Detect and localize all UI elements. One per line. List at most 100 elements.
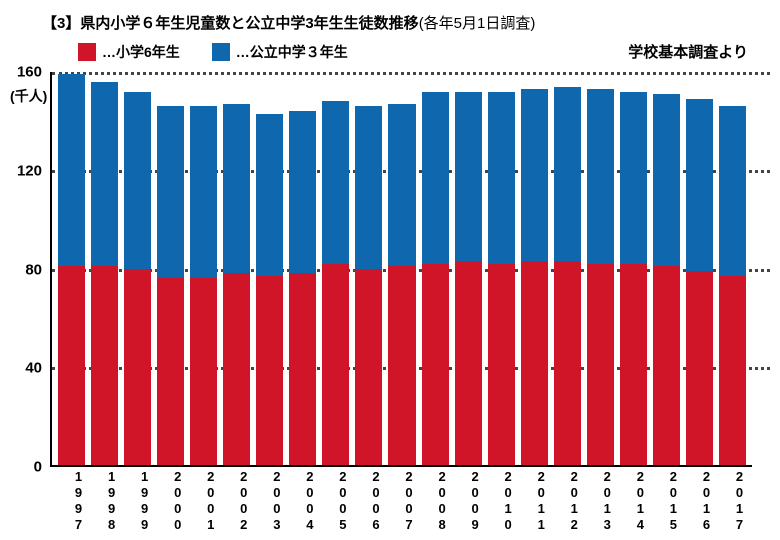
bar-segment-series2 (620, 92, 647, 264)
bar-segment-series2 (289, 111, 316, 273)
bar-segment-series2 (521, 89, 548, 261)
legend-label-1: …小学6年生 (102, 42, 180, 62)
bar-segment-series2 (422, 92, 449, 264)
y-tick-label: 160 (8, 64, 42, 81)
x-tick-label: 2001 (190, 469, 217, 533)
bar-col (289, 72, 316, 465)
bar-col (91, 72, 118, 465)
bar-col (157, 72, 184, 465)
bar-segment-series2 (587, 89, 614, 263)
x-tick-label: 2014 (620, 469, 647, 533)
x-tick-label: 2002 (223, 469, 250, 533)
x-tick-label: 2004 (289, 469, 316, 533)
chart-container: 【3】県内小学６年生児童数と公立中学3年生生徒数推移(各年5月1日調査) …小学… (0, 0, 780, 540)
x-tick-label: 2006 (355, 469, 382, 533)
bar-segment-series1 (620, 264, 647, 465)
x-tick-label: 1998 (91, 469, 118, 533)
bar-col (355, 72, 382, 465)
bar-col (488, 72, 515, 465)
bar-col (587, 72, 614, 465)
bar-segment-series1 (223, 273, 250, 465)
y-tick-label: 120 (8, 162, 42, 179)
bar-segment-series1 (686, 271, 713, 465)
bar-col (719, 72, 746, 465)
x-tick-label: 2008 (422, 469, 449, 533)
bar-segment-series2 (58, 74, 85, 266)
x-tick-label: 2003 (256, 469, 283, 533)
bar-segment-series2 (388, 104, 415, 266)
bar-col (554, 72, 581, 465)
bar-segment-series1 (455, 261, 482, 465)
bar-col (653, 72, 680, 465)
bar-segment-series2 (653, 94, 680, 266)
bar-col (620, 72, 647, 465)
bar-col (223, 72, 250, 465)
x-axis: 1997199819992000200120022003200420052006… (52, 465, 752, 533)
chart-area: 1997199819992000200120022003200420052006… (50, 72, 752, 467)
x-tick-label: 2010 (488, 469, 515, 533)
bar-col (190, 72, 217, 465)
bar-col (322, 72, 349, 465)
bar-segment-series2 (455, 92, 482, 261)
x-tick-label: 1997 (58, 469, 85, 533)
legend-swatch-1 (78, 43, 96, 61)
bar-segment-series1 (157, 278, 184, 465)
x-tick-label: 2017 (719, 469, 746, 533)
bar-col (58, 72, 85, 465)
bar-col (422, 72, 449, 465)
bar-segment-series1 (388, 266, 415, 465)
bar-segment-series2 (719, 106, 746, 275)
y-tick-label: 40 (8, 360, 42, 377)
x-tick-label: 2013 (587, 469, 614, 533)
x-tick-label: 2007 (388, 469, 415, 533)
bar-segment-series2 (256, 114, 283, 276)
legend-swatch-2 (212, 43, 230, 61)
bar-segment-series1 (355, 269, 382, 466)
bar-segment-series1 (91, 266, 118, 465)
bar-segment-series1 (124, 269, 151, 466)
bar-segment-series1 (587, 264, 614, 465)
bar-segment-series1 (653, 266, 680, 465)
x-tick-label: 2000 (157, 469, 184, 533)
bar-segment-series1 (58, 266, 85, 465)
plot-wrap: 04080120160 (千人) 19971998199920002001200… (50, 72, 752, 467)
bar-segment-series2 (91, 82, 118, 266)
bar-col (388, 72, 415, 465)
bar-segment-series2 (322, 101, 349, 263)
x-tick-label: 2015 (653, 469, 680, 533)
bar-segment-series1 (719, 276, 746, 465)
x-tick-label: 2009 (455, 469, 482, 533)
bar-segment-series1 (521, 261, 548, 465)
bar-segment-series2 (355, 106, 382, 268)
bar-segment-series2 (686, 99, 713, 271)
bars (52, 72, 752, 465)
bar-segment-series1 (256, 276, 283, 465)
bar-segment-series2 (190, 106, 217, 278)
bar-col (124, 72, 151, 465)
legend-label-2: …公立中学３年生 (236, 42, 348, 62)
x-tick-label: 2012 (554, 469, 581, 533)
y-tick-label: 80 (8, 261, 42, 278)
bar-col (521, 72, 548, 465)
legend-item-2: …公立中学３年生 (212, 42, 348, 62)
bar-segment-series2 (124, 92, 151, 269)
legend-item-1: …小学6年生 (78, 42, 180, 62)
bar-segment-series1 (190, 278, 217, 465)
x-tick-label: 2016 (686, 469, 713, 533)
bar-segment-series1 (554, 261, 581, 465)
y-unit: (千人) (10, 86, 47, 106)
source-label: 学校基本調査より (628, 41, 748, 62)
bar-segment-series1 (289, 273, 316, 465)
bar-col (686, 72, 713, 465)
chart-title: 【3】県内小学６年生児童数と公立中学3年生生徒数推移(各年5月1日調査) (42, 12, 752, 33)
bar-col (455, 72, 482, 465)
bar-segment-series2 (554, 87, 581, 261)
x-tick-label: 2011 (521, 469, 548, 533)
legend-row: …小学6年生 …公立中学３年生 学校基本調査より (78, 41, 752, 62)
bar-segment-series1 (488, 264, 515, 465)
x-tick-label: 2005 (322, 469, 349, 533)
y-tick-label: 0 (8, 459, 42, 476)
bar-segment-series1 (422, 264, 449, 465)
legend-left: …小学6年生 …公立中学３年生 (78, 42, 348, 62)
bar-segment-series2 (157, 106, 184, 278)
